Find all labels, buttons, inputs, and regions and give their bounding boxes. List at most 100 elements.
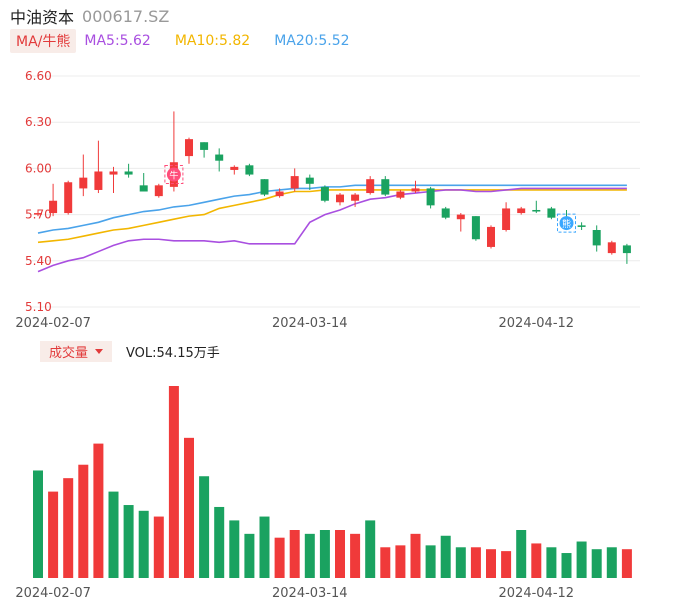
candle-body — [94, 171, 103, 190]
candle-body — [64, 182, 73, 214]
candle-body — [396, 191, 405, 198]
candle-body — [139, 185, 148, 192]
bear-marker-icon — [559, 216, 574, 231]
volume-bar — [546, 547, 557, 578]
volume-bar — [395, 545, 406, 578]
volume-bar — [606, 547, 617, 578]
ma5-legend: MA5:5.62 — [84, 33, 151, 49]
candle-body — [185, 139, 193, 157]
ma-indicator-selector[interactable]: MA/牛熊 — [10, 29, 77, 53]
volume-bar — [33, 470, 43, 578]
volume-bar — [455, 547, 466, 578]
x-tick-label: 2024-02-07 — [15, 316, 91, 330]
volume-bar — [48, 491, 59, 578]
volume-bar — [380, 547, 391, 578]
volume-indicator-selector[interactable]: 成交量 — [40, 340, 113, 362]
candle-body — [336, 194, 344, 203]
volume-indicator-label: 成交量 — [49, 345, 89, 361]
ma10-line — [37, 189, 627, 244]
bear-marker-label: 熊 — [562, 218, 571, 230]
bull-marker-label: 牛 — [169, 170, 178, 182]
ma20-line — [37, 184, 627, 234]
candle-body — [471, 216, 480, 240]
bull-marker-frame — [164, 165, 184, 185]
candle-body — [200, 142, 209, 150]
caret-down-icon — [95, 348, 104, 354]
ma5-line — [37, 187, 627, 273]
candle-body — [411, 188, 420, 192]
volume-bar — [516, 530, 527, 578]
candle-body — [215, 154, 224, 161]
volume-bar — [501, 551, 512, 578]
y-tick-label: 5.40 — [25, 254, 52, 268]
candle-body — [320, 186, 329, 201]
volume-legend: 成交量 VOL:54.15万手 — [40, 340, 220, 362]
volume-bar — [93, 443, 104, 578]
candle-body — [305, 177, 314, 184]
volume-bar — [229, 520, 240, 578]
candle-body — [230, 166, 239, 170]
volume-bar — [274, 537, 285, 578]
candle-body — [124, 171, 133, 175]
candle-body — [456, 214, 465, 220]
candle-body — [245, 165, 254, 175]
candle-body — [622, 245, 631, 254]
stock-name: 中油资本 — [10, 8, 75, 27]
candle-body — [275, 191, 284, 197]
bull-marker-icon — [166, 167, 181, 182]
volume-bar — [486, 549, 496, 578]
volume-bar — [410, 533, 421, 578]
volume-x-tick-label: 2024-02-07 — [15, 586, 91, 601]
volume-bar — [561, 553, 572, 578]
candle-body — [592, 230, 601, 246]
volume-bar — [153, 516, 164, 578]
candle-body — [381, 179, 390, 195]
volume-bar — [289, 530, 300, 578]
candle-body — [260, 179, 269, 195]
volume-bar — [78, 464, 89, 578]
candle-body — [547, 208, 556, 218]
volume-bar — [365, 520, 376, 578]
stock-code: 000617.SZ — [82, 6, 170, 26]
volume-bar — [168, 386, 179, 578]
stock-header: 中油资本 000617.SZ — [10, 6, 170, 28]
candle-body — [154, 185, 163, 197]
candle-body — [366, 179, 375, 194]
candle-body — [532, 209, 541, 212]
y-tick-label: 6.00 — [25, 161, 52, 175]
volume-bar — [440, 535, 451, 578]
candle-body — [487, 226, 495, 247]
volume-bar — [425, 545, 436, 578]
volume-bar — [214, 506, 225, 578]
y-tick-label: 6.30 — [25, 115, 52, 129]
candle-body — [109, 171, 118, 175]
candle-body — [502, 208, 511, 230]
candle-body — [441, 208, 450, 218]
candle-body — [351, 194, 360, 201]
volume-bar — [184, 437, 194, 578]
volume-bar — [108, 491, 119, 578]
ma10-legend: MA10:5.82 — [174, 33, 251, 49]
candle-body — [79, 177, 88, 189]
y-tick-label: 6.60 — [25, 69, 52, 83]
volume-bar — [470, 547, 481, 578]
candle-body — [607, 242, 616, 254]
bear-marker-frame — [557, 213, 576, 233]
volume-bar — [259, 516, 270, 578]
volume-bar — [335, 530, 345, 578]
y-tick-label: 5.10 — [25, 300, 52, 314]
candle-body — [34, 213, 42, 215]
volume-bar — [319, 530, 330, 578]
volume-bar — [123, 505, 134, 578]
volume-value: VOL:54.15万手 — [126, 345, 220, 361]
volume-x-tick-label: 2024-03-14 — [272, 586, 348, 601]
candle-body — [517, 208, 526, 214]
candle-body — [577, 225, 586, 227]
x-tick-label: 2024-03-14 — [272, 316, 348, 330]
volume-bar — [576, 541, 587, 578]
volume-bar — [63, 478, 74, 578]
volume-bar — [531, 543, 542, 578]
volume-bar — [199, 476, 210, 578]
ma-legend: MA/牛熊 MA5:5.62 MA10:5.82 MA20:5.52 — [10, 29, 374, 53]
